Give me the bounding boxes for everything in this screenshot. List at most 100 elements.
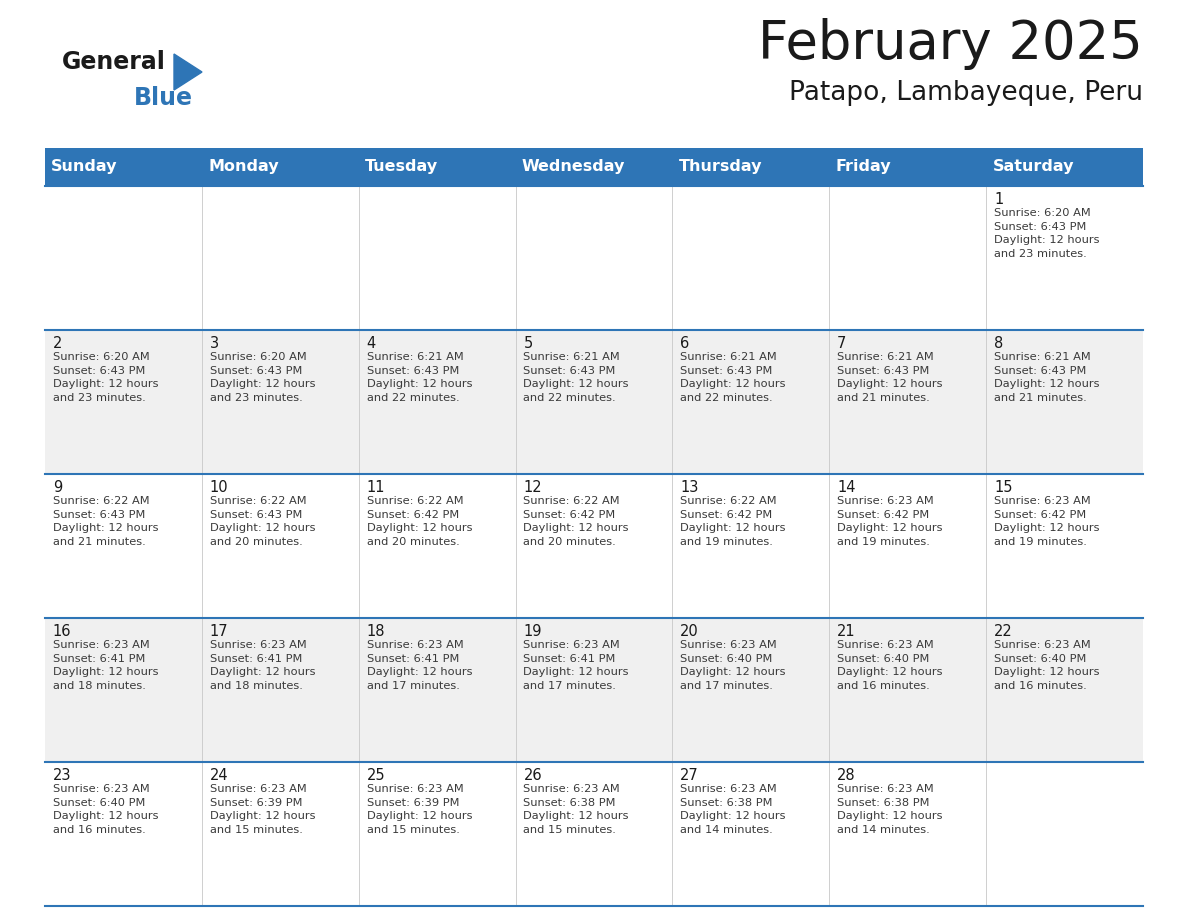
Text: 9: 9	[52, 480, 62, 495]
Text: Wednesday: Wednesday	[522, 160, 625, 174]
Text: Sunrise: 6:22 AM
Sunset: 6:42 PM
Daylight: 12 hours
and 20 minutes.: Sunrise: 6:22 AM Sunset: 6:42 PM Dayligh…	[524, 496, 628, 547]
Text: 3: 3	[210, 336, 219, 351]
Text: Sunrise: 6:23 AM
Sunset: 6:39 PM
Daylight: 12 hours
and 15 minutes.: Sunrise: 6:23 AM Sunset: 6:39 PM Dayligh…	[210, 784, 315, 834]
Text: Sunrise: 6:23 AM
Sunset: 6:41 PM
Daylight: 12 hours
and 17 minutes.: Sunrise: 6:23 AM Sunset: 6:41 PM Dayligh…	[367, 640, 472, 691]
Bar	[45, 762, 202, 906]
Bar	[359, 186, 516, 330]
Bar	[45, 474, 202, 618]
Text: 4: 4	[367, 336, 375, 351]
Text: 8: 8	[994, 336, 1003, 351]
Text: Sunrise: 6:23 AM
Sunset: 6:40 PM
Daylight: 12 hours
and 16 minutes.: Sunrise: 6:23 AM Sunset: 6:40 PM Dayligh…	[838, 640, 942, 691]
Text: Sunrise: 6:22 AM
Sunset: 6:43 PM
Daylight: 12 hours
and 20 minutes.: Sunrise: 6:22 AM Sunset: 6:43 PM Dayligh…	[210, 496, 315, 547]
Text: 15: 15	[994, 480, 1012, 495]
Bar	[672, 618, 829, 762]
Bar	[359, 474, 516, 618]
Bar	[202, 474, 359, 618]
Text: 16: 16	[52, 624, 71, 639]
Text: 26: 26	[524, 768, 542, 783]
Text: Sunrise: 6:20 AM
Sunset: 6:43 PM
Daylight: 12 hours
and 23 minutes.: Sunrise: 6:20 AM Sunset: 6:43 PM Dayligh…	[210, 352, 315, 403]
Bar	[986, 330, 1143, 474]
Text: Sunrise: 6:21 AM
Sunset: 6:43 PM
Daylight: 12 hours
and 21 minutes.: Sunrise: 6:21 AM Sunset: 6:43 PM Dayligh…	[994, 352, 1099, 403]
Bar	[672, 762, 829, 906]
Text: 6: 6	[681, 336, 689, 351]
Text: 18: 18	[367, 624, 385, 639]
Bar	[202, 618, 359, 762]
Text: Sunrise: 6:23 AM
Sunset: 6:38 PM
Daylight: 12 hours
and 15 minutes.: Sunrise: 6:23 AM Sunset: 6:38 PM Dayligh…	[524, 784, 628, 834]
Bar	[829, 186, 986, 330]
Text: 13: 13	[681, 480, 699, 495]
Bar	[202, 186, 359, 330]
Bar	[516, 186, 672, 330]
Text: Tuesday: Tuesday	[365, 160, 438, 174]
Text: Sunrise: 6:22 AM
Sunset: 6:42 PM
Daylight: 12 hours
and 19 minutes.: Sunrise: 6:22 AM Sunset: 6:42 PM Dayligh…	[681, 496, 785, 547]
Text: Blue: Blue	[134, 86, 192, 110]
Bar	[672, 330, 829, 474]
Bar	[672, 186, 829, 330]
Text: Sunrise: 6:23 AM
Sunset: 6:38 PM
Daylight: 12 hours
and 14 minutes.: Sunrise: 6:23 AM Sunset: 6:38 PM Dayligh…	[681, 784, 785, 834]
Bar	[45, 618, 202, 762]
Bar	[986, 186, 1143, 330]
Text: Sunrise: 6:23 AM
Sunset: 6:38 PM
Daylight: 12 hours
and 14 minutes.: Sunrise: 6:23 AM Sunset: 6:38 PM Dayligh…	[838, 784, 942, 834]
Bar	[829, 474, 986, 618]
Text: 22: 22	[994, 624, 1012, 639]
Text: Friday: Friday	[835, 160, 891, 174]
Text: 10: 10	[210, 480, 228, 495]
Text: 27: 27	[681, 768, 699, 783]
Text: Sunrise: 6:23 AM
Sunset: 6:42 PM
Daylight: 12 hours
and 19 minutes.: Sunrise: 6:23 AM Sunset: 6:42 PM Dayligh…	[838, 496, 942, 547]
Polygon shape	[173, 54, 202, 90]
Bar	[359, 618, 516, 762]
Bar	[516, 618, 672, 762]
Bar	[45, 330, 202, 474]
Bar	[829, 330, 986, 474]
Bar	[516, 474, 672, 618]
Bar	[829, 618, 986, 762]
Text: Sunrise: 6:21 AM
Sunset: 6:43 PM
Daylight: 12 hours
and 21 minutes.: Sunrise: 6:21 AM Sunset: 6:43 PM Dayligh…	[838, 352, 942, 403]
Text: 5: 5	[524, 336, 532, 351]
Text: February 2025: February 2025	[758, 18, 1143, 70]
Text: Sunrise: 6:20 AM
Sunset: 6:43 PM
Daylight: 12 hours
and 23 minutes.: Sunrise: 6:20 AM Sunset: 6:43 PM Dayligh…	[52, 352, 158, 403]
Text: 28: 28	[838, 768, 855, 783]
Text: Sunrise: 6:23 AM
Sunset: 6:41 PM
Daylight: 12 hours
and 17 minutes.: Sunrise: 6:23 AM Sunset: 6:41 PM Dayligh…	[524, 640, 628, 691]
Text: 25: 25	[367, 768, 385, 783]
Text: 7: 7	[838, 336, 847, 351]
Text: Sunrise: 6:23 AM
Sunset: 6:40 PM
Daylight: 12 hours
and 16 minutes.: Sunrise: 6:23 AM Sunset: 6:40 PM Dayligh…	[994, 640, 1099, 691]
Text: 23: 23	[52, 768, 71, 783]
Text: General: General	[62, 50, 166, 74]
Text: Sunrise: 6:20 AM
Sunset: 6:43 PM
Daylight: 12 hours
and 23 minutes.: Sunrise: 6:20 AM Sunset: 6:43 PM Dayligh…	[994, 208, 1099, 259]
Bar	[986, 618, 1143, 762]
Text: 12: 12	[524, 480, 542, 495]
Text: Sunrise: 6:22 AM
Sunset: 6:42 PM
Daylight: 12 hours
and 20 minutes.: Sunrise: 6:22 AM Sunset: 6:42 PM Dayligh…	[367, 496, 472, 547]
Bar	[672, 474, 829, 618]
Text: 17: 17	[210, 624, 228, 639]
Text: Sunrise: 6:21 AM
Sunset: 6:43 PM
Daylight: 12 hours
and 22 minutes.: Sunrise: 6:21 AM Sunset: 6:43 PM Dayligh…	[681, 352, 785, 403]
Text: Thursday: Thursday	[678, 160, 763, 174]
Text: Sunrise: 6:21 AM
Sunset: 6:43 PM
Daylight: 12 hours
and 22 minutes.: Sunrise: 6:21 AM Sunset: 6:43 PM Dayligh…	[524, 352, 628, 403]
Text: 1: 1	[994, 192, 1003, 207]
Bar	[45, 148, 1143, 186]
Text: Sunrise: 6:22 AM
Sunset: 6:43 PM
Daylight: 12 hours
and 21 minutes.: Sunrise: 6:22 AM Sunset: 6:43 PM Dayligh…	[52, 496, 158, 547]
Bar	[986, 762, 1143, 906]
Bar	[45, 186, 202, 330]
Bar	[986, 474, 1143, 618]
Text: 24: 24	[210, 768, 228, 783]
Text: Sunrise: 6:23 AM
Sunset: 6:41 PM
Daylight: 12 hours
and 18 minutes.: Sunrise: 6:23 AM Sunset: 6:41 PM Dayligh…	[52, 640, 158, 691]
Text: 14: 14	[838, 480, 855, 495]
Text: Sunday: Sunday	[51, 160, 118, 174]
Text: Monday: Monday	[208, 160, 279, 174]
Text: 11: 11	[367, 480, 385, 495]
Text: Patapo, Lambayeque, Peru: Patapo, Lambayeque, Peru	[789, 80, 1143, 106]
Text: 2: 2	[52, 336, 62, 351]
Bar	[516, 762, 672, 906]
Bar	[516, 330, 672, 474]
Text: Sunrise: 6:23 AM
Sunset: 6:39 PM
Daylight: 12 hours
and 15 minutes.: Sunrise: 6:23 AM Sunset: 6:39 PM Dayligh…	[367, 784, 472, 834]
Text: Sunrise: 6:23 AM
Sunset: 6:41 PM
Daylight: 12 hours
and 18 minutes.: Sunrise: 6:23 AM Sunset: 6:41 PM Dayligh…	[210, 640, 315, 691]
Text: 20: 20	[681, 624, 699, 639]
Bar	[202, 330, 359, 474]
Text: Sunrise: 6:23 AM
Sunset: 6:42 PM
Daylight: 12 hours
and 19 minutes.: Sunrise: 6:23 AM Sunset: 6:42 PM Dayligh…	[994, 496, 1099, 547]
Text: Sunrise: 6:21 AM
Sunset: 6:43 PM
Daylight: 12 hours
and 22 minutes.: Sunrise: 6:21 AM Sunset: 6:43 PM Dayligh…	[367, 352, 472, 403]
Bar	[359, 762, 516, 906]
Text: Saturday: Saturday	[992, 160, 1074, 174]
Text: 21: 21	[838, 624, 855, 639]
Text: Sunrise: 6:23 AM
Sunset: 6:40 PM
Daylight: 12 hours
and 16 minutes.: Sunrise: 6:23 AM Sunset: 6:40 PM Dayligh…	[52, 784, 158, 834]
Bar	[202, 762, 359, 906]
